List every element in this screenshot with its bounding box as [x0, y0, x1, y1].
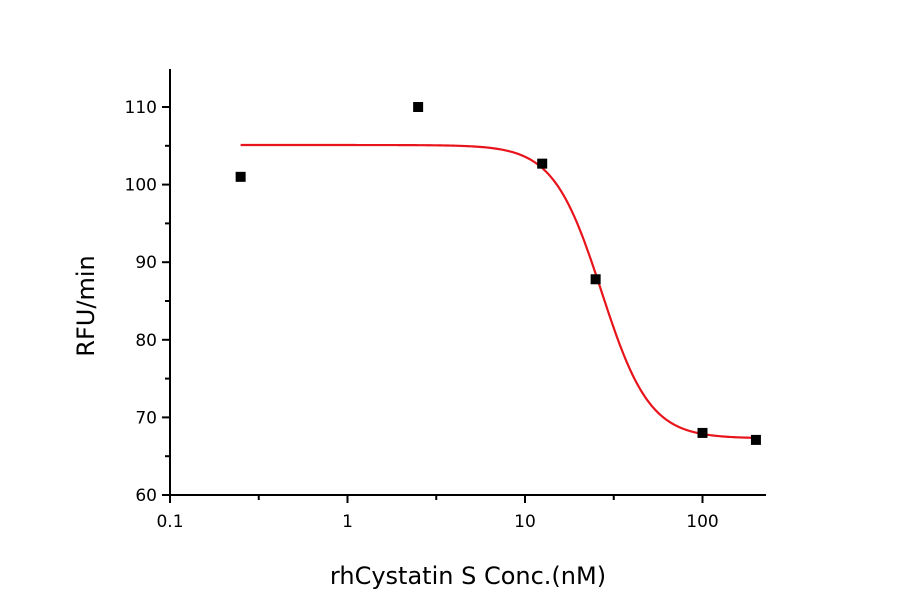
fit-curve — [240, 143, 756, 439]
data-point-square — [235, 171, 246, 182]
x-axis-title: rhCystatin S Conc.(nM) — [330, 562, 606, 590]
data-point-square — [750, 434, 761, 445]
data-points — [235, 102, 761, 445]
y-tick-label: 70 — [135, 408, 157, 428]
data-point-square — [590, 274, 601, 285]
data-point-square — [537, 158, 548, 169]
x-tick-label: 1 — [342, 512, 353, 532]
x-tick-label: 0.1 — [156, 512, 183, 532]
fit-curve-path — [240, 143, 756, 439]
data-point-square — [697, 427, 708, 438]
y-tick-label: 60 — [135, 486, 157, 506]
y-tick-label: 100 — [125, 176, 157, 196]
y-tick-label: 80 — [135, 331, 157, 351]
y-tick-label: 90 — [135, 253, 157, 273]
x-tick-label: 100 — [686, 512, 718, 532]
x-tick-label: 10 — [514, 512, 536, 532]
y-axis-title: RFU/min — [72, 255, 100, 356]
data-point-square — [413, 102, 424, 112]
y-tick-label: 110 — [125, 98, 157, 118]
